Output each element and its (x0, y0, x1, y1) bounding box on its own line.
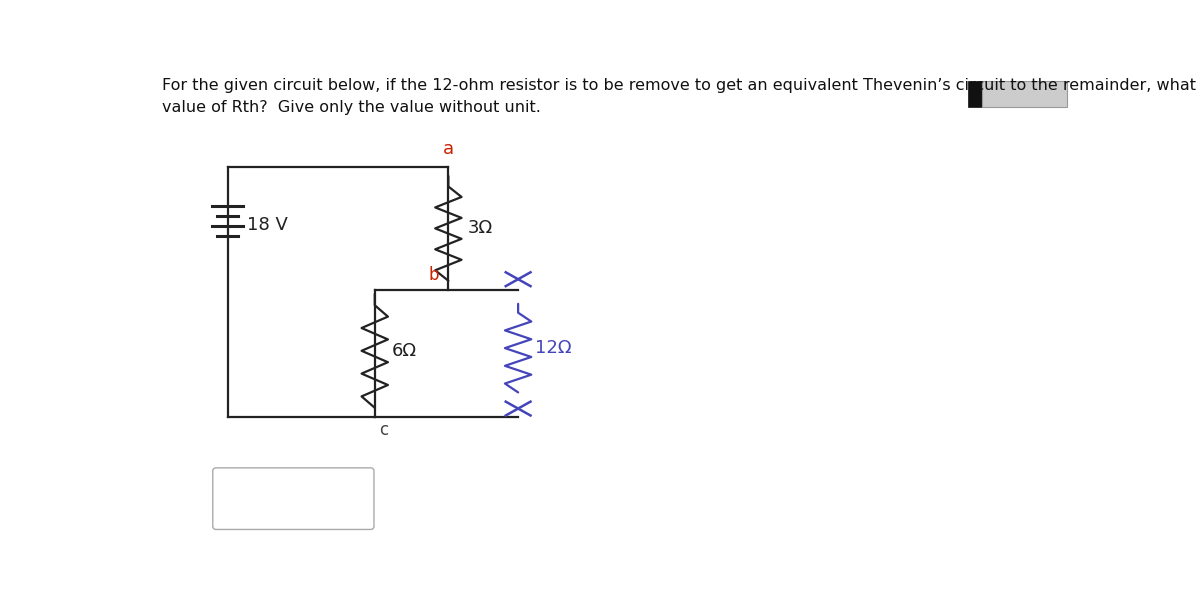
Text: For the given circuit below, if the 12-ohm resistor is to be remove to get an eq: For the given circuit below, if the 12-o… (162, 78, 1200, 93)
Text: value of Rth?  Give only the value without unit.: value of Rth? Give only the value withou… (162, 100, 540, 115)
Text: 18 V: 18 V (247, 215, 288, 234)
Bar (967, 81, 982, 107)
Text: c: c (379, 421, 388, 439)
Text: a: a (443, 140, 454, 158)
Text: b: b (428, 266, 439, 284)
FancyBboxPatch shape (212, 468, 374, 529)
Text: 6Ω: 6Ω (391, 342, 416, 360)
Text: 12Ω: 12Ω (535, 339, 571, 357)
Text: 3Ω: 3Ω (468, 219, 493, 237)
Bar (982, 81, 1067, 107)
